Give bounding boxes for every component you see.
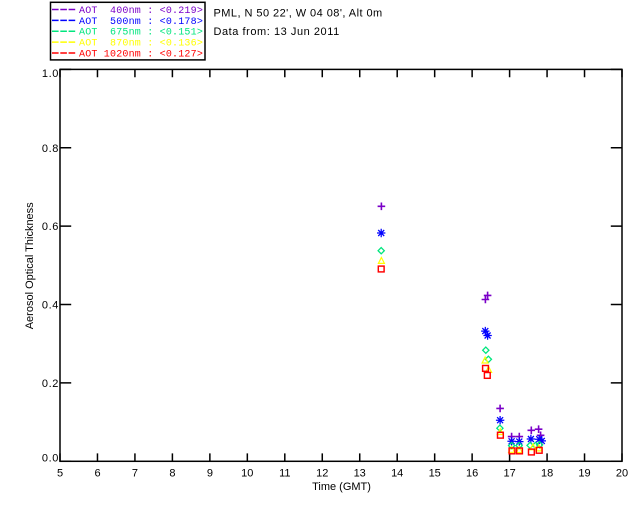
svg-text:18: 18	[541, 468, 553, 480]
svg-text:12: 12	[316, 468, 328, 480]
svg-text:Data from: 13 Jun 2011: Data from: 13 Jun 2011	[214, 26, 340, 38]
svg-text:19: 19	[578, 468, 590, 480]
svg-text:16: 16	[466, 468, 478, 480]
svg-text:AOT 675nm : <0.151>: AOT 675nm : <0.151>	[79, 28, 203, 39]
svg-text:0.6: 0.6	[42, 221, 59, 233]
svg-text:15: 15	[429, 468, 441, 480]
svg-text:PML, N 50 22', W 04 08', Alt 0: PML, N 50 22', W 04 08', Alt 0m	[214, 8, 383, 20]
svg-text:AOT 500nm : <0.178>: AOT 500nm : <0.178>	[79, 17, 203, 28]
svg-text:6: 6	[94, 468, 100, 480]
svg-text:17: 17	[503, 468, 515, 480]
svg-text:11: 11	[279, 468, 290, 480]
svg-text:Aerosol Optical Thickness: Aerosol Optical Thickness	[24, 202, 36, 329]
svg-text:AOT 870nm : <0.136>: AOT 870nm : <0.136>	[79, 39, 203, 50]
svg-text:14: 14	[391, 468, 403, 480]
svg-text:7: 7	[132, 468, 138, 480]
svg-text:5: 5	[57, 468, 63, 480]
svg-text:0.8: 0.8	[42, 143, 59, 155]
svg-text:0.4: 0.4	[42, 300, 59, 312]
svg-text:20: 20	[616, 468, 628, 480]
svg-text:AOT 1020nm : <0.127>: AOT 1020nm : <0.127>	[79, 49, 203, 60]
svg-text:1.0: 1.0	[42, 68, 59, 80]
svg-text:13: 13	[354, 468, 366, 480]
svg-text:Time (GMT): Time (GMT)	[312, 481, 371, 493]
svg-text:0.2: 0.2	[42, 378, 59, 390]
svg-text:10: 10	[241, 468, 253, 480]
svg-text:0.0: 0.0	[42, 453, 59, 465]
svg-text:AOT 400nm : <0.219>: AOT 400nm : <0.219>	[79, 6, 203, 17]
svg-text:9: 9	[207, 468, 213, 480]
svg-text:8: 8	[169, 468, 175, 480]
